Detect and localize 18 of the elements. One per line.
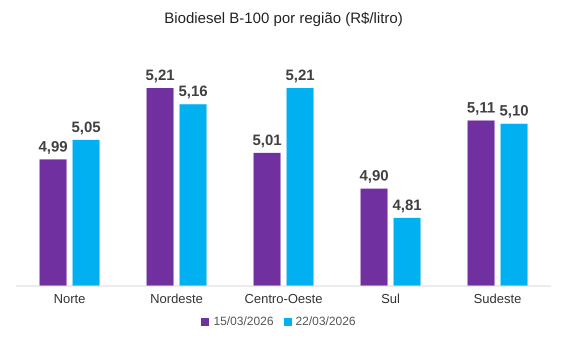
- data-label: 5,21: [285, 67, 315, 84]
- x-tick-label: Centro-Oeste: [244, 291, 323, 306]
- x-tick-label: Sudeste: [474, 291, 522, 306]
- data-label: 4,99: [38, 138, 68, 156]
- data-label: 5,10: [499, 102, 529, 120]
- data-label: 5,05: [71, 118, 101, 136]
- legend-label: 22/03/2026: [296, 314, 356, 328]
- data-label: 5,11: [466, 99, 496, 116]
- x-tick-label: Sul: [381, 291, 400, 306]
- chart-title: Biodiesel B-100 por região (R$/litro): [163, 9, 404, 29]
- data-label: 5,01: [252, 132, 282, 149]
- data-label: 4,81: [392, 196, 422, 214]
- data-label: 5,21: [145, 67, 175, 84]
- data-label: 4,90: [359, 168, 389, 185]
- data-label: 5,16: [178, 83, 208, 100]
- x-tick-label: Norte: [54, 291, 86, 306]
- x-tick-label: Nordeste: [150, 291, 203, 306]
- legend-label: 15/03/2026: [213, 314, 274, 328]
